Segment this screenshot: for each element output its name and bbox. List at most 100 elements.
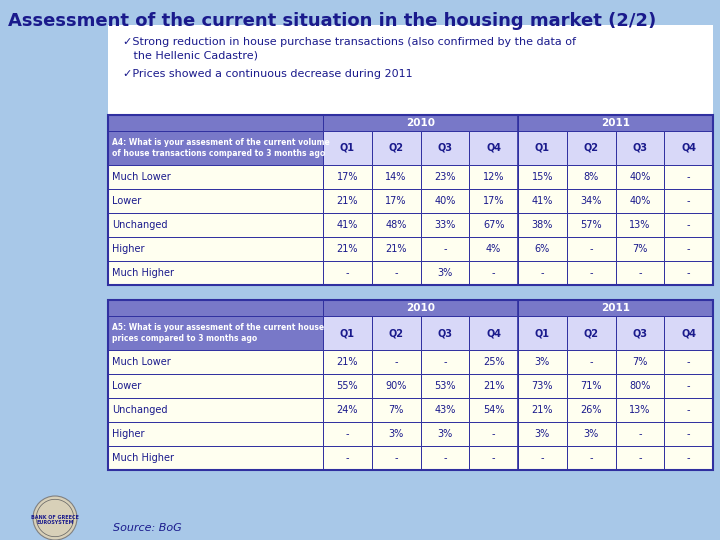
Circle shape xyxy=(33,496,77,540)
Bar xyxy=(108,115,323,131)
Bar xyxy=(665,213,713,237)
Text: 21%: 21% xyxy=(483,381,505,391)
Bar xyxy=(567,446,616,470)
Bar xyxy=(323,422,372,446)
Text: 34%: 34% xyxy=(580,196,602,206)
Text: Lower: Lower xyxy=(112,381,141,391)
Text: Unchanged: Unchanged xyxy=(112,405,168,415)
Bar xyxy=(108,398,323,422)
Bar xyxy=(518,165,567,189)
Bar xyxy=(567,165,616,189)
Bar xyxy=(469,316,518,350)
Text: Q3: Q3 xyxy=(632,328,647,338)
Bar xyxy=(372,131,420,165)
Bar xyxy=(567,374,616,398)
Bar xyxy=(665,398,713,422)
Bar xyxy=(567,261,616,285)
Bar xyxy=(469,261,518,285)
Bar xyxy=(420,374,469,398)
Text: -: - xyxy=(492,429,495,439)
Text: 71%: 71% xyxy=(580,381,602,391)
Text: -: - xyxy=(346,268,349,278)
Bar xyxy=(616,374,665,398)
Bar xyxy=(323,165,372,189)
Text: Much Higher: Much Higher xyxy=(112,453,174,463)
Text: -: - xyxy=(443,357,446,367)
Bar xyxy=(665,189,713,213)
Text: Assessment of the current situation in the housing market (2/2): Assessment of the current situation in t… xyxy=(8,12,656,30)
Bar xyxy=(372,398,420,422)
Bar xyxy=(420,165,469,189)
Text: 25%: 25% xyxy=(483,357,505,367)
Text: Q3: Q3 xyxy=(437,143,452,153)
Text: Q2: Q2 xyxy=(584,328,598,338)
Text: 2011: 2011 xyxy=(601,118,630,128)
Text: ✓Strong reduction in house purchase transactions (also confirmed by the data of: ✓Strong reduction in house purchase tran… xyxy=(123,37,576,47)
Bar xyxy=(567,237,616,261)
Text: Much Lower: Much Lower xyxy=(112,172,171,182)
Bar xyxy=(420,131,469,165)
Bar xyxy=(518,189,567,213)
Bar xyxy=(469,189,518,213)
Bar xyxy=(567,189,616,213)
Bar xyxy=(567,213,616,237)
Text: Higher: Higher xyxy=(112,244,145,254)
Bar xyxy=(108,422,323,446)
Text: Q3: Q3 xyxy=(632,143,647,153)
Text: Lower: Lower xyxy=(112,196,141,206)
Bar xyxy=(108,213,323,237)
Text: Q4: Q4 xyxy=(486,143,501,153)
Text: 90%: 90% xyxy=(385,381,407,391)
Text: 3%: 3% xyxy=(535,429,550,439)
Bar xyxy=(665,350,713,374)
Text: -: - xyxy=(492,453,495,463)
Text: Q2: Q2 xyxy=(389,328,404,338)
Bar xyxy=(518,374,567,398)
Bar xyxy=(108,189,323,213)
Bar xyxy=(323,261,372,285)
Text: 6%: 6% xyxy=(535,244,550,254)
Text: Source: BoG: Source: BoG xyxy=(113,523,181,533)
Bar xyxy=(108,165,323,189)
Bar xyxy=(518,316,567,350)
Text: 17%: 17% xyxy=(483,196,505,206)
Text: 12%: 12% xyxy=(483,172,505,182)
Bar xyxy=(420,350,469,374)
Text: -: - xyxy=(443,244,446,254)
Bar xyxy=(323,398,372,422)
Bar xyxy=(108,350,323,374)
Text: 40%: 40% xyxy=(629,196,651,206)
Bar xyxy=(616,446,665,470)
Bar xyxy=(372,213,420,237)
Text: 7%: 7% xyxy=(388,405,404,415)
Text: 57%: 57% xyxy=(580,220,602,230)
Text: -: - xyxy=(687,268,690,278)
Bar xyxy=(469,237,518,261)
Bar xyxy=(567,350,616,374)
Text: 21%: 21% xyxy=(385,244,407,254)
Bar xyxy=(469,165,518,189)
Bar xyxy=(567,398,616,422)
Text: -: - xyxy=(687,357,690,367)
Text: 17%: 17% xyxy=(337,172,358,182)
Text: 15%: 15% xyxy=(531,172,553,182)
Text: -: - xyxy=(346,453,349,463)
Bar xyxy=(518,213,567,237)
Text: -: - xyxy=(541,453,544,463)
Text: BANK OF GREECE
EUROSYSTEM: BANK OF GREECE EUROSYSTEM xyxy=(31,515,79,525)
Text: A4: What is your assesment of the current volume
of house transactions compared : A4: What is your assesment of the curren… xyxy=(112,138,330,158)
Bar xyxy=(323,131,372,165)
Bar xyxy=(108,237,323,261)
Bar xyxy=(567,131,616,165)
Text: 13%: 13% xyxy=(629,405,651,415)
Text: 14%: 14% xyxy=(385,172,407,182)
Text: 21%: 21% xyxy=(531,405,553,415)
Bar xyxy=(616,422,665,446)
Text: 3%: 3% xyxy=(437,268,452,278)
Bar xyxy=(420,189,469,213)
Text: Much Higher: Much Higher xyxy=(112,268,174,278)
Text: Q1: Q1 xyxy=(340,328,355,338)
Bar xyxy=(372,237,420,261)
Bar xyxy=(518,300,713,316)
Text: 21%: 21% xyxy=(337,244,358,254)
